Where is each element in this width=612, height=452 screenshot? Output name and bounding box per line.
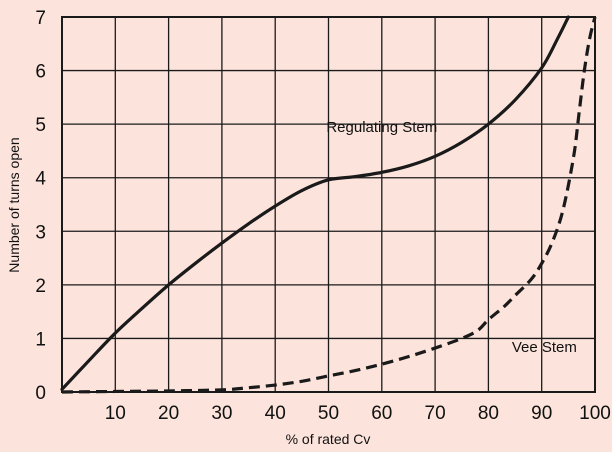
series-line-vee-stem bbox=[61, 16, 597, 394]
x-tick-label: 10 bbox=[105, 403, 126, 424]
grid-lines bbox=[62, 17, 595, 392]
annotation-label: Regulating Stem bbox=[326, 119, 437, 136]
x-tick-label: 40 bbox=[265, 403, 286, 424]
annotation-label: Vee Stem bbox=[512, 339, 577, 356]
plot-frame bbox=[61, 16, 596, 393]
y-tick-labels: 0 1 2 3 4 5 6 7 bbox=[35, 8, 46, 404]
x-tick-labels: 10 20 30 40 50 60 70 80 90 100 bbox=[105, 403, 611, 424]
x-tick-label: 90 bbox=[531, 403, 552, 424]
series-layer bbox=[60, 15, 597, 394]
x-tick-label: 60 bbox=[371, 403, 392, 424]
y-tick-label: 6 bbox=[35, 62, 46, 83]
x-tick-label: 100 bbox=[579, 403, 611, 424]
series-line-regulating-stem bbox=[60, 15, 570, 391]
y-tick-label: 3 bbox=[35, 222, 46, 243]
y-tick-label: 7 bbox=[35, 8, 46, 29]
x-tick-label: 70 bbox=[425, 403, 446, 424]
y-tick-label: 0 bbox=[35, 383, 46, 404]
x-axis-label: % of rated Cv bbox=[286, 431, 371, 447]
x-tick-label: 30 bbox=[211, 403, 232, 424]
x-tick-label: 50 bbox=[318, 403, 339, 424]
y-tick-label: 2 bbox=[35, 276, 46, 297]
y-tick-label: 4 bbox=[35, 169, 46, 190]
x-tick-label: 20 bbox=[158, 403, 179, 424]
y-tick-label: 1 bbox=[35, 329, 46, 350]
annotations: Regulating Stem Vee Stem bbox=[326, 119, 577, 356]
x-tick-label: 80 bbox=[478, 403, 499, 424]
y-axis-label: Number of turns open bbox=[6, 137, 22, 272]
y-tick-label: 5 bbox=[35, 115, 46, 136]
